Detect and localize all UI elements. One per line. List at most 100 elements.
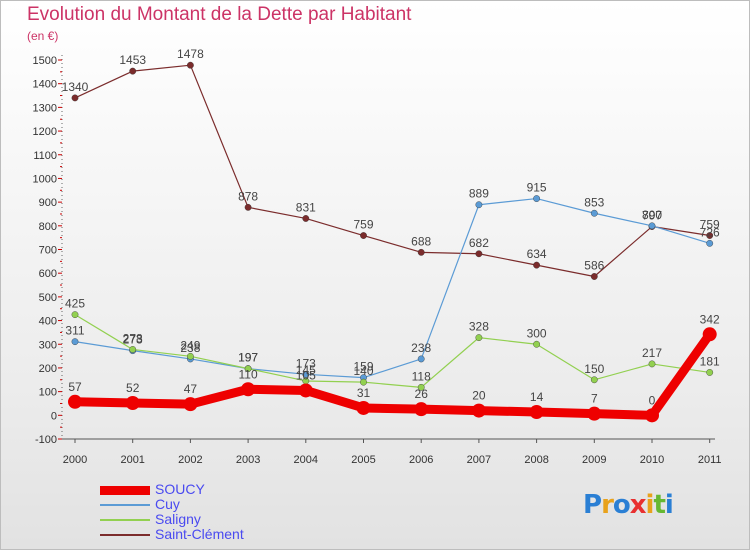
data-label: 797 xyxy=(642,209,662,223)
data-label: 726 xyxy=(700,225,720,239)
data-label: 682 xyxy=(469,236,489,250)
data-point xyxy=(302,370,310,378)
y-tick-label: 1100 xyxy=(33,150,57,162)
legend-label: Cuy xyxy=(155,496,180,512)
y-tick-label: 100 xyxy=(39,387,57,399)
data-label: 140 xyxy=(353,364,373,378)
logo-letter: i xyxy=(664,490,674,520)
logo-letter: o xyxy=(612,490,631,520)
data-label: 311 xyxy=(65,324,84,338)
data-label: 425 xyxy=(65,297,85,311)
y-tick-label: 700 xyxy=(39,245,57,257)
legend-label: Saint-Clément xyxy=(155,526,244,542)
data-point xyxy=(186,61,194,69)
chart-title: Evolution du Montant de la Dette par Hab… xyxy=(27,4,412,25)
data-point xyxy=(475,334,483,342)
data-label: 0 xyxy=(649,393,656,407)
data-label: 47 xyxy=(184,382,198,396)
x-tick-label: 2010 xyxy=(640,454,664,466)
data-label: 118 xyxy=(412,369,431,383)
data-point xyxy=(417,383,425,391)
data-label: 26 xyxy=(415,387,429,401)
data-label: 889 xyxy=(469,187,489,201)
y-tick-label: 1500 xyxy=(33,55,57,67)
data-label: 1340 xyxy=(62,80,89,94)
data-label: 688 xyxy=(411,234,431,248)
data-label: 52 xyxy=(126,381,140,395)
data-label: 759 xyxy=(700,218,720,232)
y-tick-label: 600 xyxy=(39,268,57,280)
data-label: 278 xyxy=(123,331,143,345)
data-point xyxy=(533,261,540,269)
y-tick-label: 1300 xyxy=(33,102,57,114)
data-point xyxy=(71,338,79,346)
legend-swatch xyxy=(100,486,150,495)
data-label: 328 xyxy=(469,320,489,334)
y-tick-label: 1400 xyxy=(33,79,57,91)
data-point xyxy=(590,209,598,217)
series-line-cuy xyxy=(74,197,711,379)
y-tick-label: 0 xyxy=(51,410,57,422)
x-tick-label: 2005 xyxy=(351,454,375,466)
data-label: 1453 xyxy=(119,53,146,67)
data-point xyxy=(302,215,310,222)
legend-swatch xyxy=(100,534,150,536)
data-label: 238 xyxy=(411,341,431,355)
data-point xyxy=(587,406,602,421)
data-point xyxy=(471,403,486,418)
data-point xyxy=(648,222,656,230)
y-tick-label: 800 xyxy=(39,221,57,233)
data-label: 159 xyxy=(353,360,373,374)
data-label: 150 xyxy=(584,362,604,376)
data-point xyxy=(68,394,82,409)
data-label: 1478 xyxy=(177,47,204,61)
proxiti-logo: Proxiti xyxy=(583,490,674,520)
legend-label: SOUCY xyxy=(155,481,205,497)
x-tick-label: 2002 xyxy=(178,454,202,466)
data-label: 110 xyxy=(239,367,258,381)
x-tick-label: 2000 xyxy=(63,454,87,466)
x-tick-label: 2008 xyxy=(524,454,548,466)
logo-letter: x xyxy=(629,490,647,520)
data-label: 20 xyxy=(472,389,486,403)
logo-letter: i xyxy=(645,490,655,520)
y-tick-label: 1000 xyxy=(33,173,57,185)
data-point xyxy=(533,340,540,348)
data-point xyxy=(645,408,659,423)
x-tick-label: 2007 xyxy=(467,454,491,466)
y-tick-label: 200 xyxy=(39,363,57,375)
x-tick-label: 2003 xyxy=(236,454,260,466)
data-point xyxy=(417,355,425,363)
data-label: 173 xyxy=(296,356,316,370)
data-label: 342 xyxy=(700,312,720,326)
data-label: 217 xyxy=(642,346,662,360)
data-point xyxy=(356,400,371,415)
data-label: 181 xyxy=(700,354,720,368)
data-point xyxy=(702,327,717,342)
data-point xyxy=(241,382,256,397)
data-label: 831 xyxy=(296,200,316,214)
data-label: 853 xyxy=(584,195,604,209)
data-point xyxy=(71,94,79,102)
y-tick-label: 900 xyxy=(39,197,57,209)
data-point xyxy=(590,273,598,280)
data-point xyxy=(186,352,194,360)
data-label: 878 xyxy=(238,189,258,203)
data-label: 197 xyxy=(238,351,258,365)
legend-swatch xyxy=(100,504,150,506)
data-point xyxy=(529,404,544,419)
series-line-saligny xyxy=(74,314,711,388)
data-label: 800 xyxy=(642,208,662,222)
data-label: 249 xyxy=(180,338,200,352)
data-label: 145 xyxy=(296,363,316,377)
logo-letter: P xyxy=(583,490,602,520)
y-tick-label: 300 xyxy=(39,339,57,351)
data-label: 14 xyxy=(530,390,544,404)
data-point xyxy=(475,250,483,258)
data-label: 273 xyxy=(123,333,143,347)
logo-letter: r xyxy=(601,490,614,520)
data-point xyxy=(298,383,313,398)
data-point xyxy=(590,376,598,384)
data-point xyxy=(648,360,656,368)
